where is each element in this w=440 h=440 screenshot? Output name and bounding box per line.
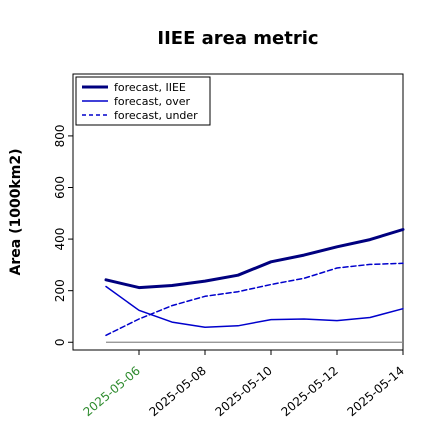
y-tick-label: 0 bbox=[53, 338, 67, 346]
x-tick-label: 2025-05-10 bbox=[212, 364, 274, 420]
series-line-over bbox=[105, 285, 404, 329]
legend-label-over: forecast, over bbox=[114, 95, 190, 108]
x-tick-label: 2025-05-06 bbox=[80, 364, 142, 420]
x-axis: 2025-05-06 2025-05-08 2025-05-10 2025-05-12… bbox=[80, 350, 407, 420]
series-line-under bbox=[105, 262, 404, 337]
y-tick-label: 200 bbox=[53, 279, 67, 302]
y-tick-label: 600 bbox=[53, 176, 67, 199]
x-tick-label: 2025-05-12 bbox=[278, 364, 340, 420]
x-tick-label: 2025-05-14 bbox=[344, 364, 406, 420]
legend-label-iiee: forecast, IIEE bbox=[114, 81, 186, 94]
series-line-iiee bbox=[104, 228, 405, 290]
x-tick-label: 2025-05-08 bbox=[146, 364, 208, 420]
legend-label-under: forecast, under bbox=[114, 109, 198, 122]
legend-box bbox=[75, 76, 211, 126]
legend: forecast, IIEE forecast, over forecast, … bbox=[75, 76, 211, 126]
y-axis-label: Area (1000km2) bbox=[8, 149, 24, 276]
y-axis: 0 200 400 600 800 bbox=[53, 124, 73, 346]
y-tick-label: 800 bbox=[53, 124, 67, 147]
y-tick-label: 400 bbox=[53, 228, 67, 251]
series-layer bbox=[104, 228, 405, 343]
chart-title: IIEE area metric bbox=[157, 28, 318, 49]
